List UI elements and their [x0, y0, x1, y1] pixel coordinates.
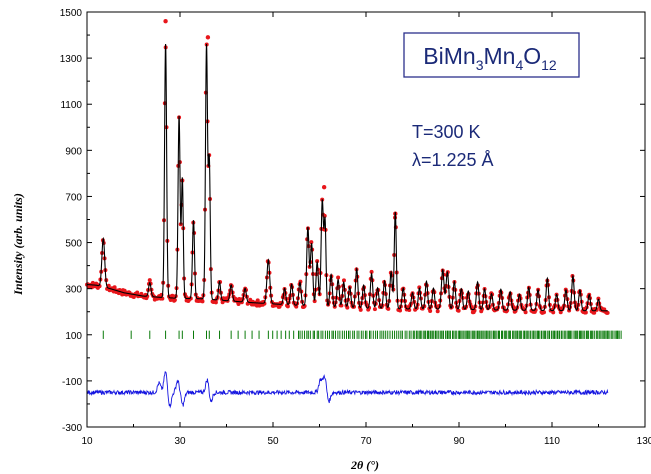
observed-point	[456, 308, 461, 313]
observed-point	[372, 307, 377, 312]
y-tick-label: 1500	[60, 8, 83, 19]
y-tick-label: -100	[62, 377, 82, 388]
x-tick-label: 110	[544, 436, 560, 447]
observed-point	[205, 35, 211, 40]
observed-point	[170, 293, 175, 298]
observed-point	[213, 300, 218, 305]
x-tick-label: 30	[174, 436, 186, 447]
x-axis-title: 2θ (°)	[350, 458, 379, 472]
observed-point	[605, 310, 610, 315]
y-tick-label: -300	[62, 423, 82, 434]
observed-point	[262, 301, 267, 306]
observed-point	[145, 294, 150, 299]
observed-point	[386, 306, 391, 311]
observed-point	[135, 290, 140, 295]
observed-point	[106, 283, 111, 288]
observed-point	[172, 297, 177, 302]
observed-point	[551, 310, 556, 315]
observed-point	[533, 307, 538, 312]
observed-point	[345, 305, 350, 310]
observed-point	[428, 308, 433, 313]
difference-curve	[86, 371, 609, 409]
observed-point	[583, 310, 588, 315]
y-axis-title: Intensity (arb. units)	[11, 193, 25, 296]
observed-point	[435, 309, 440, 314]
observed-point	[188, 296, 193, 301]
y-tick-label: 900	[65, 146, 82, 157]
observed-point	[398, 308, 403, 313]
x-tick-label: 90	[453, 436, 465, 447]
observed-point	[523, 310, 528, 315]
observed-point	[309, 240, 314, 245]
observed-point	[285, 304, 290, 309]
observed-point	[358, 307, 363, 312]
observed-point	[147, 278, 152, 283]
y-tick-label: 300	[65, 285, 82, 296]
x-tick-label: 10	[81, 436, 93, 447]
observed-point	[542, 310, 546, 315]
observed-point	[505, 308, 510, 313]
y-tick-label: 1300	[60, 54, 83, 65]
observed-point	[200, 299, 205, 304]
x-tick-label: 70	[360, 436, 372, 447]
observed-point	[321, 185, 327, 190]
axes: 10 30 50 70 90 110 130 -300 -100 100 300 500 700 900 1…	[60, 8, 651, 447]
observed-point	[367, 305, 372, 310]
calculated-profile-line	[86, 43, 608, 312]
y-tick-label: 100	[65, 331, 82, 342]
x-tick-label: 50	[267, 436, 279, 447]
observed-point	[369, 269, 374, 274]
observed-point	[558, 310, 563, 315]
observed-point	[336, 275, 341, 280]
x-tick-label: 130	[637, 436, 651, 447]
observed-point	[592, 310, 597, 315]
wavelength-annotation: λ=1.225 Å	[412, 150, 494, 170]
observed-point	[417, 285, 422, 290]
compound-formula: BiMn3Mn4O12	[423, 43, 557, 73]
observed-point	[312, 299, 317, 304]
y-tick-label: 700	[65, 192, 82, 203]
observed-point	[163, 19, 168, 24]
bragg-reflections	[102, 330, 622, 339]
y-tick-label: 500	[65, 239, 82, 250]
y-tick-label: 1100	[60, 100, 82, 111]
observed-point	[112, 285, 117, 290]
compound-label-box: BiMn3Mn4O12	[403, 32, 580, 78]
plot-area	[85, 19, 622, 409]
observed-point	[341, 278, 346, 283]
plot-frame	[86, 11, 646, 428]
temperature-annotation: T=300 K	[412, 122, 481, 142]
